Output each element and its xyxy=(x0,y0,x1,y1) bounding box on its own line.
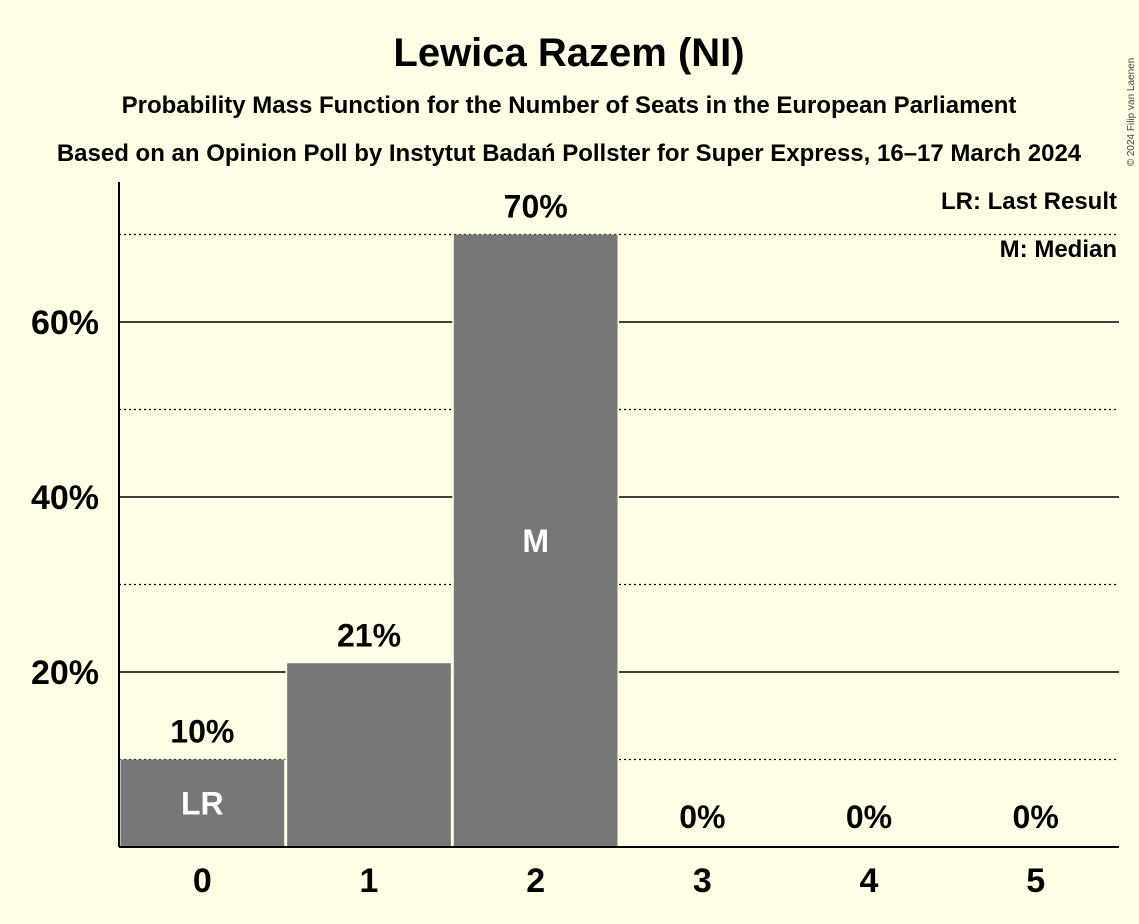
bar xyxy=(453,234,618,847)
x-tick-label: 0 xyxy=(193,862,212,900)
copyright: © 2024 Filip van Laenen xyxy=(1126,58,1137,167)
bar-marker-lr: LR xyxy=(181,785,224,821)
y-tick-label: 40% xyxy=(31,479,99,517)
x-tick-label: 4 xyxy=(860,862,879,900)
x-tick-label: 1 xyxy=(360,862,379,900)
bar xyxy=(287,663,451,847)
y-tick-label: 20% xyxy=(31,654,99,692)
chart-subtitle-source: Based on an Opinion Poll by Instytut Bad… xyxy=(57,140,1082,167)
legend-median: M: Median xyxy=(1000,236,1117,263)
bar-value-label: 0% xyxy=(679,799,725,835)
bars xyxy=(119,234,619,847)
bar-marker-m: M xyxy=(522,523,549,559)
bar-value-label: 0% xyxy=(1013,799,1059,835)
bar-value-label: 0% xyxy=(846,799,892,835)
chart-subtitle: Probability Mass Function for the Number… xyxy=(122,92,1017,119)
bar-value-label: 70% xyxy=(504,189,568,225)
axes xyxy=(118,182,1119,848)
x-tick-label: 5 xyxy=(1026,862,1045,900)
x-tick-label: 2 xyxy=(526,862,545,900)
bar-value-label: 10% xyxy=(170,714,234,750)
bar-value-label: 21% xyxy=(337,617,401,653)
x-tick-label: 3 xyxy=(693,862,712,900)
legend-last-result: LR: Last Result xyxy=(941,188,1117,215)
chart-title: Lewica Razem (NI) xyxy=(393,31,744,75)
bar xyxy=(120,759,285,847)
y-tick-label: 60% xyxy=(31,304,99,342)
